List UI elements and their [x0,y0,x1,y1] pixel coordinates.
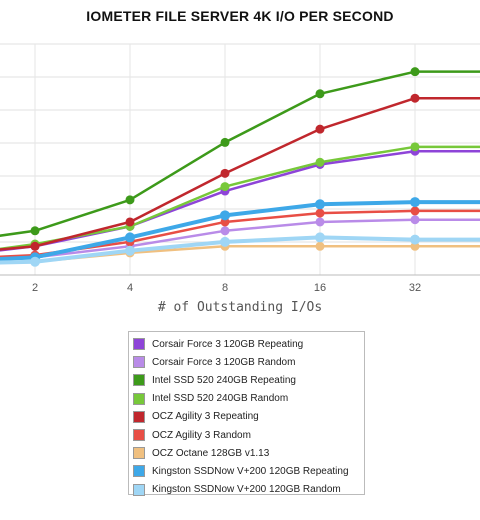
x-tick-label: 16 [314,282,326,294]
data-point [125,232,135,243]
data-point [220,168,230,178]
legend-swatch [133,356,145,369]
legend-swatch [133,338,145,351]
x-tick-label: 8 [222,282,228,294]
series-line [0,96,480,251]
data-point [410,67,420,77]
data-point [315,208,325,218]
legend-swatch [133,447,145,460]
data-point [125,245,135,256]
legend-item: Intel SSD 520 240GB Random [129,390,364,408]
x-axis-label: # of Outstanding I/Os [157,300,323,315]
legend-item: OCZ Agility 3 Repeating [129,408,364,426]
legend-label: Kingston SSDNow V+200 120GB Repeating [152,465,349,477]
data-point [410,197,420,208]
data-point [315,157,325,167]
legend-label: Corsair Force 3 120GB Random [152,356,296,368]
x-tick-label: 2 [32,282,38,294]
legend-item: Corsair Force 3 120GB Repeating [129,335,364,353]
data-point [315,89,325,99]
legend-swatch [133,410,145,423]
data-point [410,142,420,152]
data-point [220,182,230,192]
legend-label: Intel SSD 520 240GB Repeating [152,374,296,386]
legend-label: Corsair Force 3 120GB Repeating [152,338,304,350]
data-point [220,236,230,247]
legend-swatch [133,392,145,405]
legend-swatch [133,483,145,496]
data-point [30,226,40,236]
legend-item: Kingston SSDNow V+200 120GB Repeating [129,462,364,480]
legend-item: Corsair Force 3 120GB Random [129,353,364,371]
data-point [410,206,420,216]
data-point [315,241,325,251]
data-point [315,217,325,227]
data-point [125,195,135,205]
legend-label: Intel SSD 520 240GB Random [152,393,289,405]
data-point [315,199,325,210]
legend-label: OCZ Octane 128GB v1.13 [152,447,270,459]
legend-swatch [133,465,145,478]
legend-label: OCZ Agility 3 Repeating [152,411,259,423]
data-point [30,241,40,251]
data-point [220,226,230,236]
data-point [410,93,420,103]
data-point [315,232,325,243]
data-point [410,215,420,225]
legend-item: OCZ Agility 3 Random [129,426,364,444]
legend-label: OCZ Agility 3 Random [152,429,251,441]
data-point [125,217,135,227]
x-tick-label: 32 [409,282,421,294]
data-point [30,256,40,267]
legend-label: Kingston SSDNow V+200 120GB Random [152,484,341,496]
legend-item: OCZ Octane 128GB v1.13 [129,444,364,462]
legend-item: Intel SSD 520 240GB Repeating [129,371,364,389]
data-point [315,124,325,134]
legend-swatch [133,374,145,387]
data-point [220,137,230,147]
legend-item: Kingston SSDNow V+200 120GB Random [129,481,364,499]
chart-title: IOMETER FILE SERVER 4K I/O PER SECOND [86,8,394,24]
legend-swatch [133,429,145,442]
data-point [410,234,420,245]
x-tick-label: 4 [127,282,133,294]
data-point [220,210,230,221]
series-line [0,70,480,237]
chart-legend: Corsair Force 3 120GB Repeating Corsair F… [128,331,365,496]
